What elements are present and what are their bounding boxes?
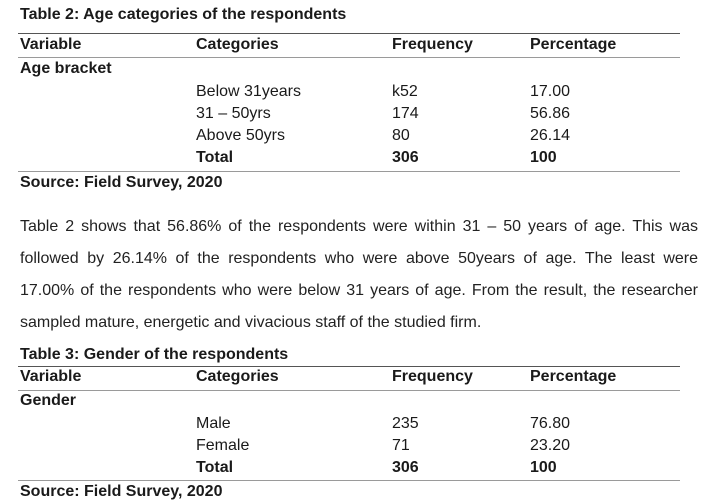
table2-row-percentage: 26.14 [530, 127, 571, 144]
table3-header-percentage: Percentage [530, 368, 617, 385]
table2-header-rule [18, 57, 680, 58]
table2-bottom-rule [18, 171, 680, 172]
table2-title: Table 2: Age categories of the responden… [20, 6, 347, 23]
table2-source: Source: Field Survey, 2020 [20, 174, 223, 191]
table3-source: Source: Field Survey, 2020 [20, 483, 223, 500]
table2-row-percentage: 56.86 [530, 105, 571, 122]
table2-header-frequency: Frequency [392, 36, 473, 53]
table2-total-frequency: 306 [392, 149, 419, 166]
table2-header-percentage: Percentage [530, 36, 617, 53]
table3-bottom-rule [18, 480, 680, 481]
table3-top-rule [18, 366, 680, 367]
table3-row-category: Male [196, 415, 231, 432]
table2-row-category: Below 31years [196, 83, 301, 100]
table3-header-frequency: Frequency [392, 368, 473, 385]
table3-row-frequency: 71 [392, 437, 410, 454]
table2-header-variable: Variable [20, 36, 82, 53]
table3-header-categories: Categories [196, 368, 279, 385]
table2-row-frequency: k52 [392, 83, 418, 100]
table3-header-rule [18, 390, 680, 391]
table2-header-categories: Categories [196, 36, 279, 53]
table3-row-category: Female [196, 437, 250, 454]
table3-row-frequency: 235 [392, 415, 419, 432]
table3-total-label: Total [196, 459, 234, 476]
table3-row-percentage: 76.80 [530, 415, 571, 432]
table3-row-percentage: 23.20 [530, 437, 571, 454]
table3-total-percentage: 100 [530, 459, 557, 476]
table2-variable-label: Age bracket [20, 60, 112, 77]
table3-variable-label: Gender [20, 392, 77, 409]
table2-row-category: Above 50yrs [196, 127, 285, 144]
table2-row-category: 31 – 50yrs [196, 105, 271, 122]
table2-row-percentage: 17.00 [530, 83, 571, 100]
table3-total-frequency: 306 [392, 459, 419, 476]
table2-total-label: Total [196, 149, 234, 166]
table2-top-rule [18, 33, 680, 34]
table3-header-variable: Variable [20, 368, 82, 385]
table2-row-frequency: 80 [392, 127, 410, 144]
body-paragraph: Table 2 shows that 56.86% of the respond… [20, 218, 698, 331]
table3-title: Table 3: Gender of the respondents [20, 346, 289, 363]
table2-total-percentage: 100 [530, 149, 557, 166]
table2-row-frequency: 174 [392, 105, 419, 122]
